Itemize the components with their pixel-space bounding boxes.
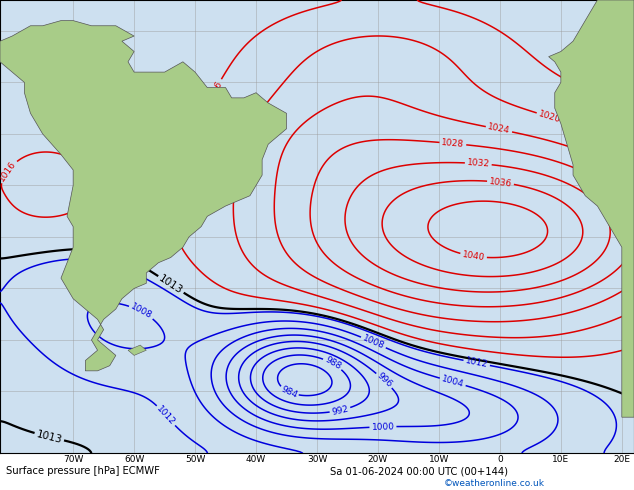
Text: Surface pressure [hPa] ECMWF: Surface pressure [hPa] ECMWF: [6, 466, 160, 476]
Text: 40W: 40W: [246, 455, 266, 464]
Text: 1013: 1013: [157, 273, 184, 296]
Text: 1016: 1016: [205, 78, 224, 103]
Polygon shape: [128, 345, 146, 355]
Text: 1004: 1004: [441, 374, 465, 390]
Text: 1024: 1024: [487, 122, 511, 136]
Polygon shape: [548, 0, 634, 417]
Text: 996: 996: [375, 371, 394, 390]
Text: 30W: 30W: [307, 455, 327, 464]
Text: 0: 0: [497, 455, 503, 464]
Text: 988: 988: [323, 355, 342, 372]
Text: 20E: 20E: [613, 455, 630, 464]
Text: 1012: 1012: [465, 356, 489, 369]
Text: 70W: 70W: [63, 455, 83, 464]
Text: 1020: 1020: [537, 109, 562, 124]
Text: 1016: 1016: [585, 86, 610, 103]
Text: 1032: 1032: [467, 158, 490, 169]
Text: 984: 984: [280, 385, 299, 400]
Text: 1008: 1008: [129, 302, 153, 321]
Text: 992: 992: [331, 404, 349, 416]
Text: 20W: 20W: [368, 455, 388, 464]
Text: 1016: 1016: [0, 159, 18, 183]
Text: 1013: 1013: [36, 429, 63, 445]
Text: 50W: 50W: [185, 455, 205, 464]
Text: 60W: 60W: [124, 455, 145, 464]
Text: 1028: 1028: [441, 138, 465, 149]
Text: 1008: 1008: [361, 334, 385, 351]
Text: Sa 01-06-2024 00:00 UTC (00+144): Sa 01-06-2024 00:00 UTC (00+144): [330, 466, 508, 476]
Polygon shape: [0, 21, 287, 371]
Text: ©weatheronline.co.uk: ©weatheronline.co.uk: [444, 479, 545, 488]
Text: 10W: 10W: [429, 455, 449, 464]
Text: 1036: 1036: [489, 176, 512, 188]
Text: 1012: 1012: [155, 404, 177, 427]
Text: 10E: 10E: [552, 455, 569, 464]
Text: 1000: 1000: [372, 422, 394, 432]
Text: 1040: 1040: [462, 250, 486, 262]
